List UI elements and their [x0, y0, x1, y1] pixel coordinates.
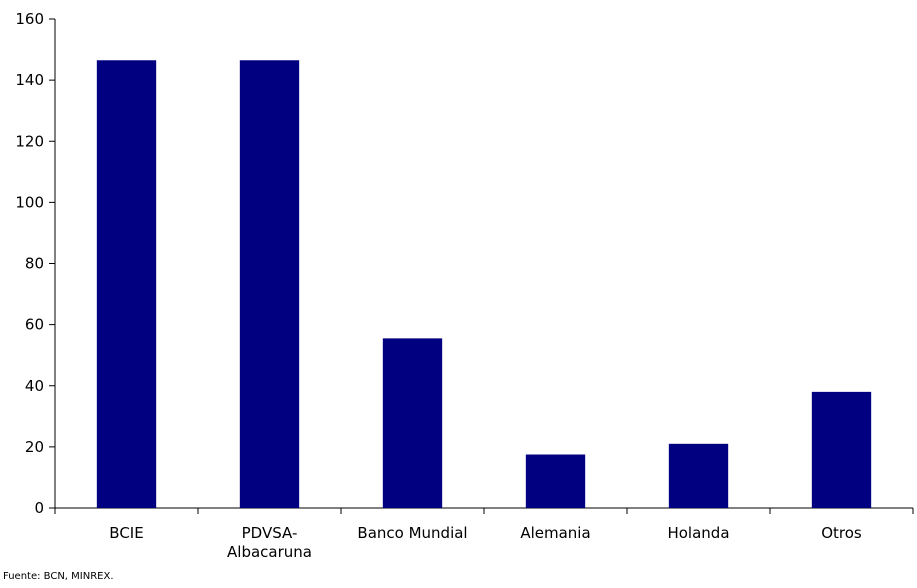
y-tick-label: 160	[15, 10, 44, 28]
source-note: Fuente: BCN, MINREX.	[3, 571, 114, 582]
bar	[525, 454, 586, 508]
x-tick-label-line: Alemania	[520, 524, 590, 542]
x-axis: BCIE PDVSA-Albacaruna Banco Mundial Alemani…	[54, 507, 914, 561]
x-tick-label: Banco Mundial	[357, 524, 467, 542]
x-tick-label: Holanda	[667, 524, 729, 542]
y-tick-label: 60	[25, 316, 44, 334]
y-tick-label: 20	[25, 438, 44, 456]
x-tick-label: BCIE	[109, 524, 143, 542]
bars	[96, 60, 872, 509]
y-tick-label: 100	[15, 193, 44, 211]
x-tick-label-line: Otros	[821, 524, 862, 542]
x-tick-label-line: PDVSA-	[242, 524, 298, 542]
bar	[811, 391, 872, 508]
x-tick-label: Otros	[821, 524, 862, 542]
bar	[239, 60, 300, 509]
x-tick-label: Alemania	[520, 524, 590, 542]
y-tick-label: 140	[15, 71, 44, 89]
x-tick-label-line: Holanda	[667, 524, 729, 542]
y-axis: 0 20 40 60 80 100 120 140 160	[15, 10, 56, 517]
y-tick-label: 80	[25, 255, 44, 273]
bar	[382, 338, 443, 508]
y-tick-label: 40	[25, 377, 44, 395]
bar	[668, 443, 729, 508]
x-tick-label-line: BCIE	[109, 524, 143, 542]
x-tick-label-line: Banco Mundial	[357, 524, 467, 542]
bar	[96, 60, 157, 509]
x-tick-label-line: Albacaruna	[227, 543, 312, 561]
y-tick-label: 120	[15, 132, 44, 150]
y-tick-label: 0	[34, 499, 44, 517]
x-tick-label: PDVSA-Albacaruna	[227, 524, 312, 561]
